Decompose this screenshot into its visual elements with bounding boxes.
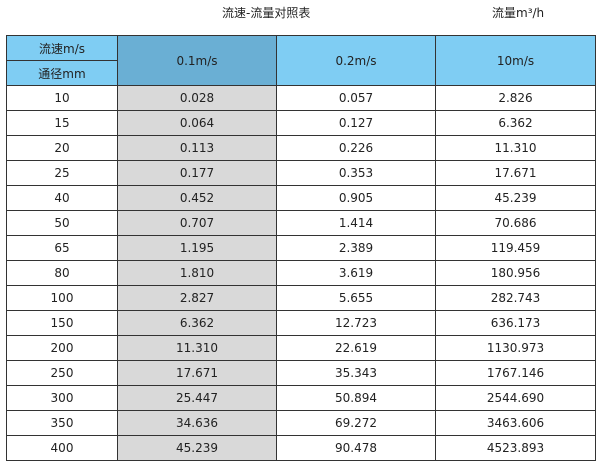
table-row: 40 0.452 0.905 45.239 [6,185,596,211]
flow-cell: 1130.973 [435,335,596,361]
flow-cell: 6.362 [117,310,277,336]
flow-cell: 3.619 [276,260,436,286]
table-row: 150 6.362 12.723 636.173 [6,310,596,336]
flow-cell: 0.064 [117,110,277,136]
flow-cell: 17.671 [435,160,596,186]
flow-cell: 0.452 [117,185,277,211]
table-row: 250 17.671 35.343 1767.146 [6,360,596,386]
flow-cell: 0.905 [276,185,436,211]
flow-cell: 90.478 [276,435,436,461]
diameter-cell: 150 [6,310,118,336]
flow-cell: 1767.146 [435,360,596,386]
flow-cell: 0.353 [276,160,436,186]
flow-cell: 45.239 [117,435,277,461]
flow-cell: 6.362 [435,110,596,136]
flow-cell: 34.636 [117,410,277,436]
speed-header: 流速m/s [6,35,118,61]
flow-cell: 3463.606 [435,410,596,436]
table-row: 100 2.827 5.655 282.743 [6,285,596,311]
flow-cell: 2.826 [435,85,596,111]
flow-cell: 4523.893 [435,435,596,461]
diameter-cell: 20 [6,135,118,161]
flow-cell: 1.195 [117,235,277,261]
table-row: 50 0.707 1.414 70.686 [6,210,596,236]
flow-cell: 45.239 [435,185,596,211]
table-row: 15 0.064 0.127 6.362 [6,110,596,136]
flow-cell: 1.414 [276,210,436,236]
table-row: 200 11.310 22.619 1130.973 [6,335,596,361]
flow-cell: 2.389 [276,235,436,261]
flow-rate-table: 流速m/s 0.1m/s 0.2m/s 10m/s 通径mm 10 0.028 0.… [6,35,596,461]
flow-cell: 11.310 [435,135,596,161]
flow-cell: 5.655 [276,285,436,311]
table-row: 20 0.113 0.226 11.310 [6,135,596,161]
column-header-0.2: 0.2m/s [276,35,436,86]
flow-cell: 25.447 [117,385,277,411]
column-header-10: 10m/s [435,35,596,86]
diameter-cell: 250 [6,360,118,386]
flow-cell: 1.810 [117,260,277,286]
flow-cell: 70.686 [435,210,596,236]
flow-cell: 0.177 [117,160,277,186]
diameter-cell: 65 [6,235,118,261]
flow-cell: 69.272 [276,410,436,436]
diameter-cell: 100 [6,285,118,311]
flow-cell: 0.113 [117,135,277,161]
table-row: 25 0.177 0.353 17.671 [6,160,596,186]
diameter-cell: 50 [6,210,118,236]
table-row: 300 25.447 50.894 2544.690 [6,385,596,411]
flow-cell: 180.956 [435,260,596,286]
flow-cell: 12.723 [276,310,436,336]
flow-cell: 0.057 [276,85,436,111]
flow-cell: 0.028 [117,85,277,111]
table-row: 80 1.810 3.619 180.956 [6,260,596,286]
flow-cell: 2544.690 [435,385,596,411]
table-row: 10 0.028 0.057 2.826 [6,85,596,111]
flow-cell: 11.310 [117,335,277,361]
diameter-cell: 80 [6,260,118,286]
flow-cell: 119.459 [435,235,596,261]
diameter-cell: 10 [6,85,118,111]
diameter-header: 通径mm [6,60,118,86]
flow-cell: 50.894 [276,385,436,411]
flow-cell: 0.707 [117,210,277,236]
table-row: 350 34.636 69.272 3463.606 [6,410,596,436]
diameter-cell: 200 [6,335,118,361]
diameter-cell: 400 [6,435,118,461]
diameter-cell: 15 [6,110,118,136]
flow-cell: 22.619 [276,335,436,361]
diameter-cell: 40 [6,185,118,211]
diameter-cell: 300 [6,385,118,411]
diameter-cell: 25 [6,160,118,186]
column-header-0.1: 0.1m/s [117,35,277,86]
unit-label: 流量m³/h [492,6,545,20]
flow-cell: 636.173 [435,310,596,336]
flow-cell: 0.127 [276,110,436,136]
table-title: 流速-流量对照表 [222,6,311,20]
diameter-cell: 350 [6,410,118,436]
flow-cell: 35.343 [276,360,436,386]
flow-cell: 17.671 [117,360,277,386]
table-row: 65 1.195 2.389 119.459 [6,235,596,261]
flow-cell: 282.743 [435,285,596,311]
flow-cell: 2.827 [117,285,277,311]
table-row: 400 45.239 90.478 4523.893 [6,435,596,461]
flow-cell: 0.226 [276,135,436,161]
